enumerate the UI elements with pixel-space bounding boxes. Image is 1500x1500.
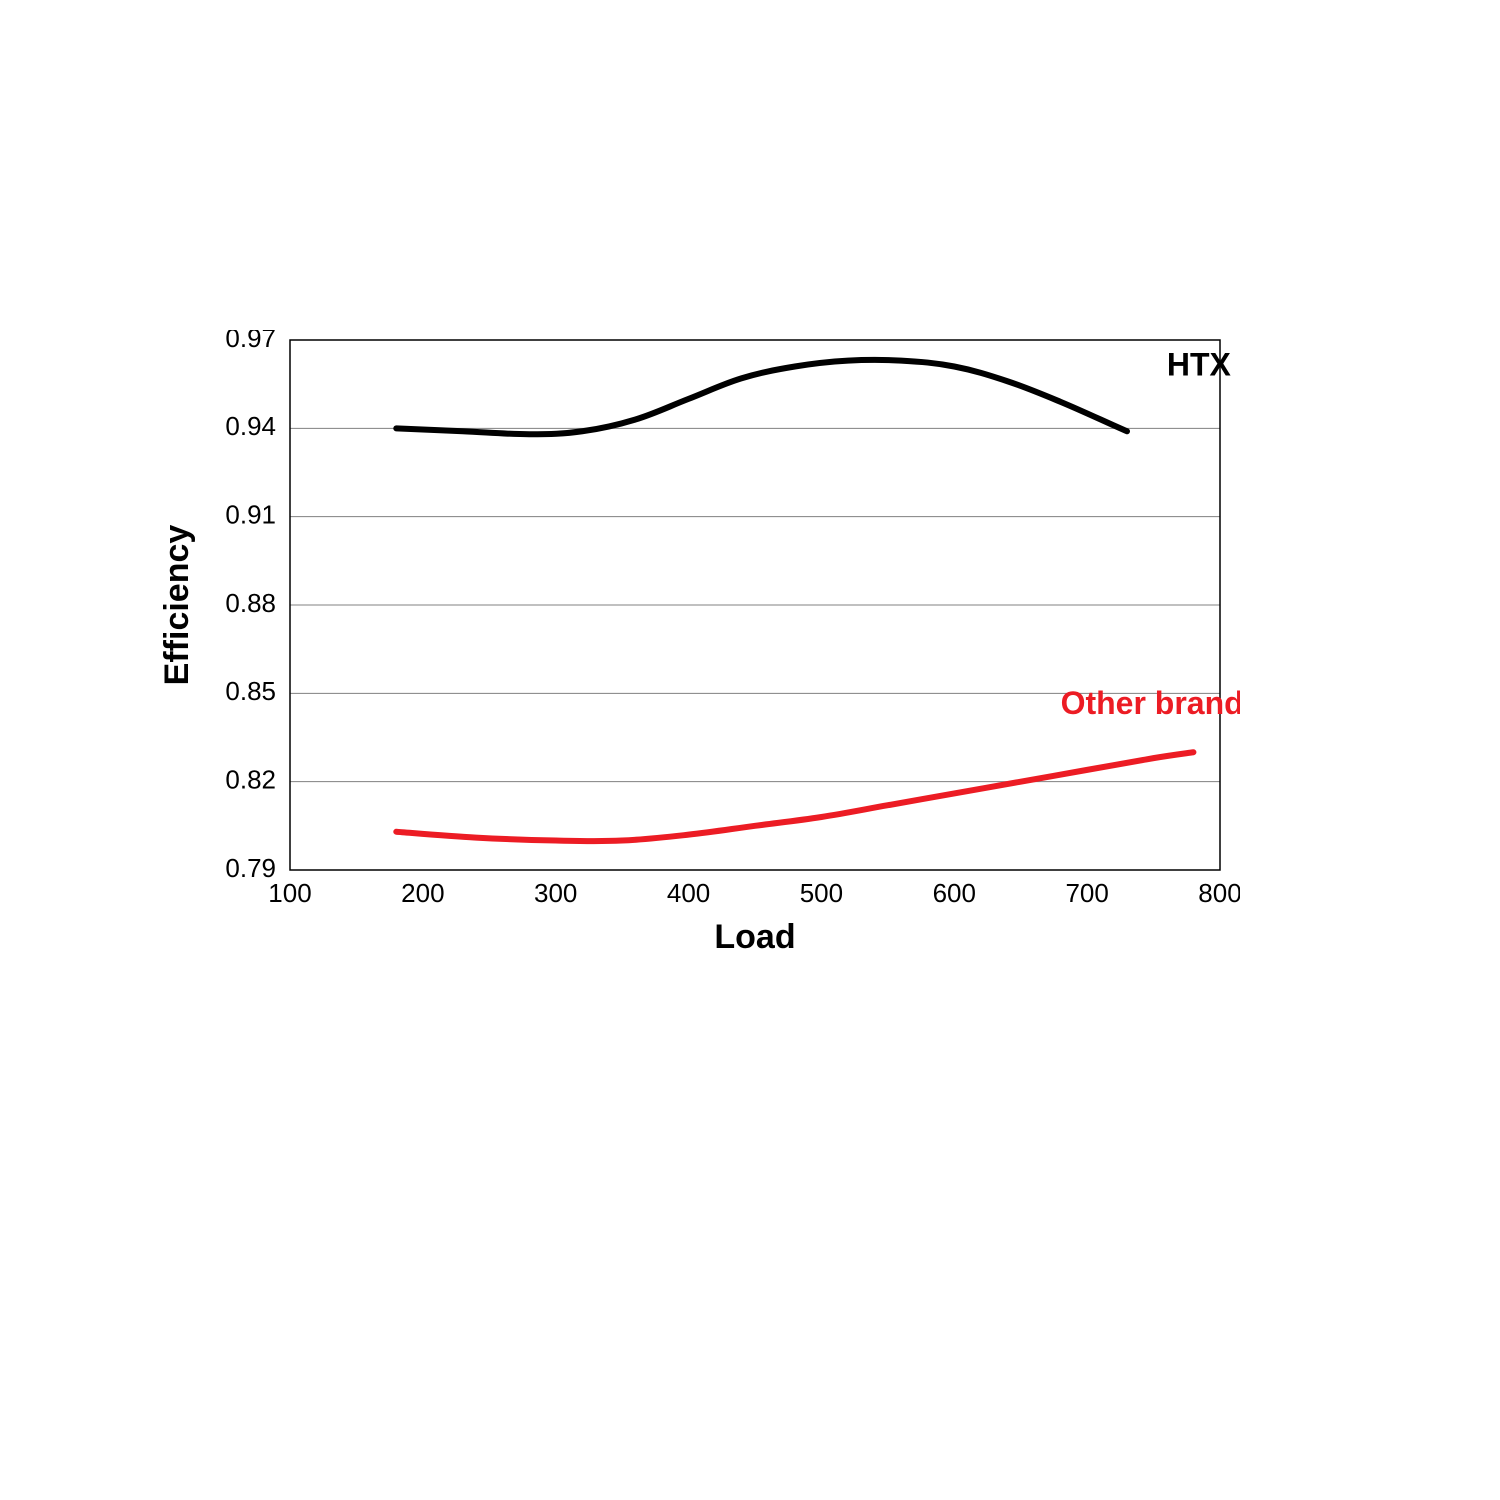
svg-text:600: 600 — [933, 878, 976, 908]
y-axis-label: Efficiency — [160, 525, 196, 686]
gridlines — [290, 428, 1220, 781]
svg-text:400: 400 — [667, 878, 710, 908]
y-tick-labels: 0.790.820.850.880.910.940.97 — [225, 330, 276, 883]
x-tick-labels: 100 200 300 400 500 600 700 800 — [268, 878, 1240, 908]
series-htx — [396, 360, 1127, 434]
chart-svg: 0.790.820.850.880.910.940.97100200300400… — [160, 330, 1240, 970]
svg-text:100: 100 — [268, 878, 311, 908]
series-other-brand — [396, 752, 1193, 841]
efficiency-chart: 0.790.820.850.880.910.940.97100200300400… — [160, 330, 1240, 970]
svg-text:200: 200 — [401, 878, 444, 908]
svg-text:0.91: 0.91 — [225, 500, 276, 530]
svg-text:300: 300 — [534, 878, 577, 908]
svg-text:0.97: 0.97 — [225, 330, 276, 353]
svg-text:0.85: 0.85 — [225, 676, 276, 706]
svg-text:0.94: 0.94 — [225, 411, 276, 441]
x-axis-label: Load — [714, 918, 795, 956]
svg-text:0.82: 0.82 — [225, 765, 276, 795]
svg-text:0.88: 0.88 — [225, 588, 276, 618]
series-label-htx: HTX — [1167, 346, 1232, 382]
series-label-other-brand: Other brand — [1061, 685, 1240, 721]
svg-text:700: 700 — [1065, 878, 1108, 908]
svg-text:800: 800 — [1198, 878, 1240, 908]
svg-text:500: 500 — [800, 878, 843, 908]
